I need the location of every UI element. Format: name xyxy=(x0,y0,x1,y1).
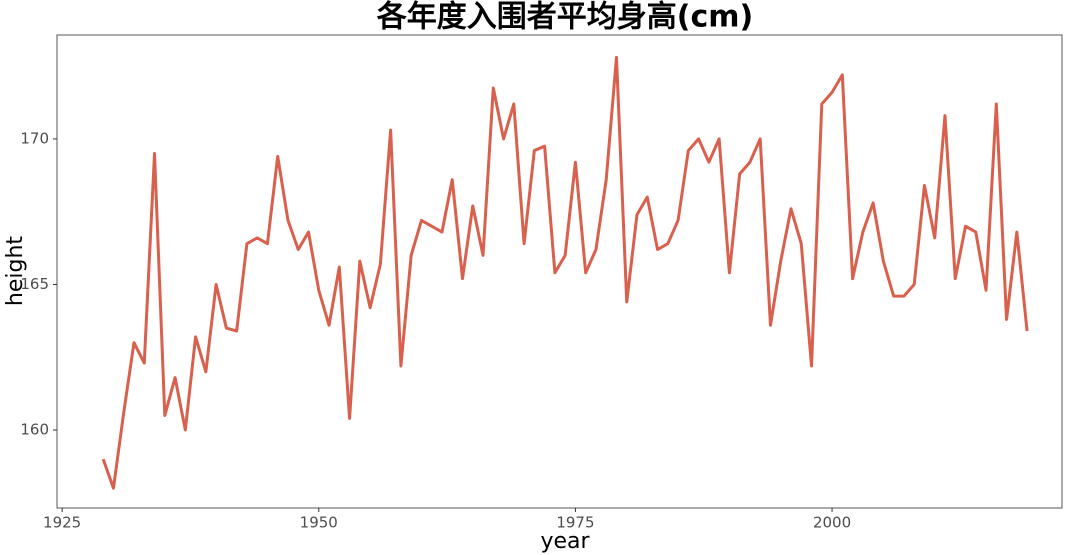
x-tick-label: 1925 xyxy=(43,514,81,532)
x-tick-label: 2000 xyxy=(813,514,851,532)
y-tick-label: 165 xyxy=(20,275,49,293)
x-tick-label: 1975 xyxy=(556,514,594,532)
y-axis-label: height xyxy=(3,236,28,306)
y-tick-label: 170 xyxy=(20,129,49,147)
x-axis-label: year xyxy=(540,529,590,554)
x-tick-label: 1950 xyxy=(300,514,338,532)
plot-panel xyxy=(56,34,1063,509)
line xyxy=(101,55,1029,490)
chart-title: 各年度入围者平均身高(cm) xyxy=(376,0,753,35)
y-tick-label: 160 xyxy=(20,420,49,438)
